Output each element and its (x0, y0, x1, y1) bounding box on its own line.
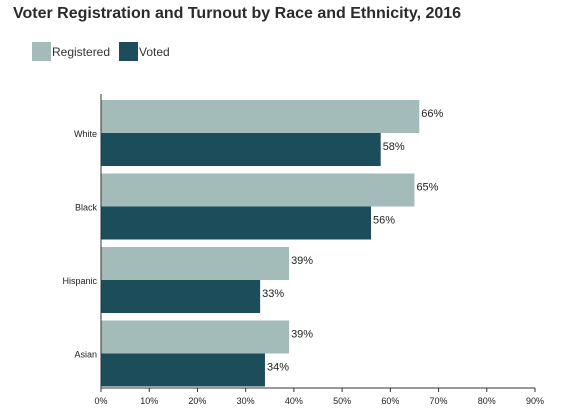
category-label-white: White (74, 129, 97, 139)
category-label-black: Black (75, 203, 98, 213)
legend-label-registered: Registered (52, 45, 111, 59)
legend-label-voted: Voted (139, 45, 170, 59)
data-label-registered-asian: 39% (291, 329, 313, 341)
x-tick-label: 70% (430, 396, 448, 406)
data-label-registered-black: 65% (416, 182, 438, 194)
data-label-registered-white: 66% (421, 108, 443, 120)
bar-registered-hispanic (101, 247, 290, 280)
chart-title: Voter Registration and Turnout by Race a… (13, 5, 462, 22)
legend-swatch-registered (32, 42, 51, 61)
category-label-asian: Asian (74, 350, 97, 360)
x-tick-label: 90% (526, 396, 544, 406)
bar-voted-black (101, 206, 372, 240)
bar-voted-hispanic (101, 280, 261, 313)
category-label-hispanic: Hispanic (62, 276, 97, 286)
legend-swatch-voted (119, 42, 138, 61)
x-tick-label: 40% (285, 396, 303, 406)
bar-registered-black (101, 173, 415, 207)
data-label-registered-hispanic: 39% (291, 255, 313, 267)
data-label-voted-hispanic: 33% (262, 288, 284, 300)
x-tick-label: 10% (140, 396, 158, 406)
x-tick-label: 0% (94, 396, 107, 406)
data-label-voted-black: 56% (373, 215, 395, 227)
x-tick-label: 80% (478, 396, 496, 406)
bar-registered-white (101, 100, 420, 133)
x-tick-label: 60% (381, 396, 399, 406)
data-label-voted-asian: 34% (267, 362, 289, 374)
x-tick-label: 50% (333, 396, 351, 406)
bar-voted-white (101, 133, 381, 166)
x-tick-label: 30% (237, 396, 255, 406)
bar-voted-asian (101, 353, 265, 387)
data-label-voted-white: 58% (383, 141, 405, 153)
x-tick-label: 20% (188, 396, 206, 406)
bar-registered-asian (101, 320, 290, 354)
